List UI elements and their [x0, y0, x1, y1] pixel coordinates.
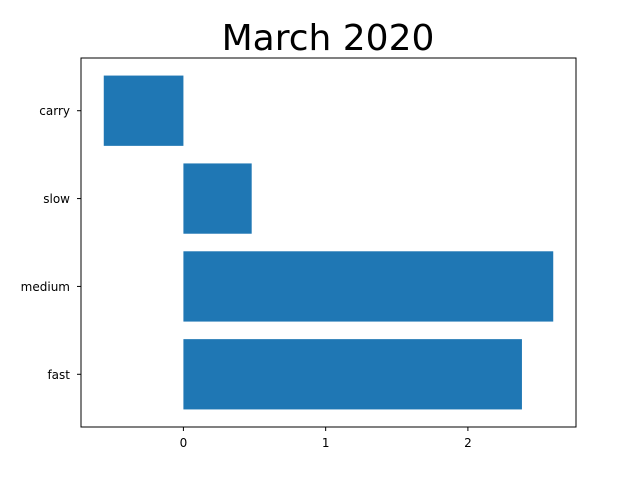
chart-title: March 2020: [222, 18, 435, 59]
bar-medium: [183, 251, 554, 322]
plot-frame: [80, 57, 577, 428]
y-tick-label: fast: [47, 368, 70, 382]
bar-slow: [183, 163, 252, 234]
x-tick-label: 1: [322, 436, 330, 450]
x-tick-label: 2: [464, 436, 472, 450]
bar-carry: [103, 75, 184, 146]
y-tick-label: slow: [43, 192, 70, 206]
x-tick-label: 0: [180, 436, 188, 450]
x-axis: 0 1 2: [180, 427, 472, 450]
y-axis: fast medium slow carry: [21, 104, 81, 382]
bars-layer: [103, 75, 554, 410]
y-tick-label: carry: [39, 104, 70, 118]
bar-fast: [183, 339, 522, 410]
y-tick-label: medium: [21, 280, 70, 294]
